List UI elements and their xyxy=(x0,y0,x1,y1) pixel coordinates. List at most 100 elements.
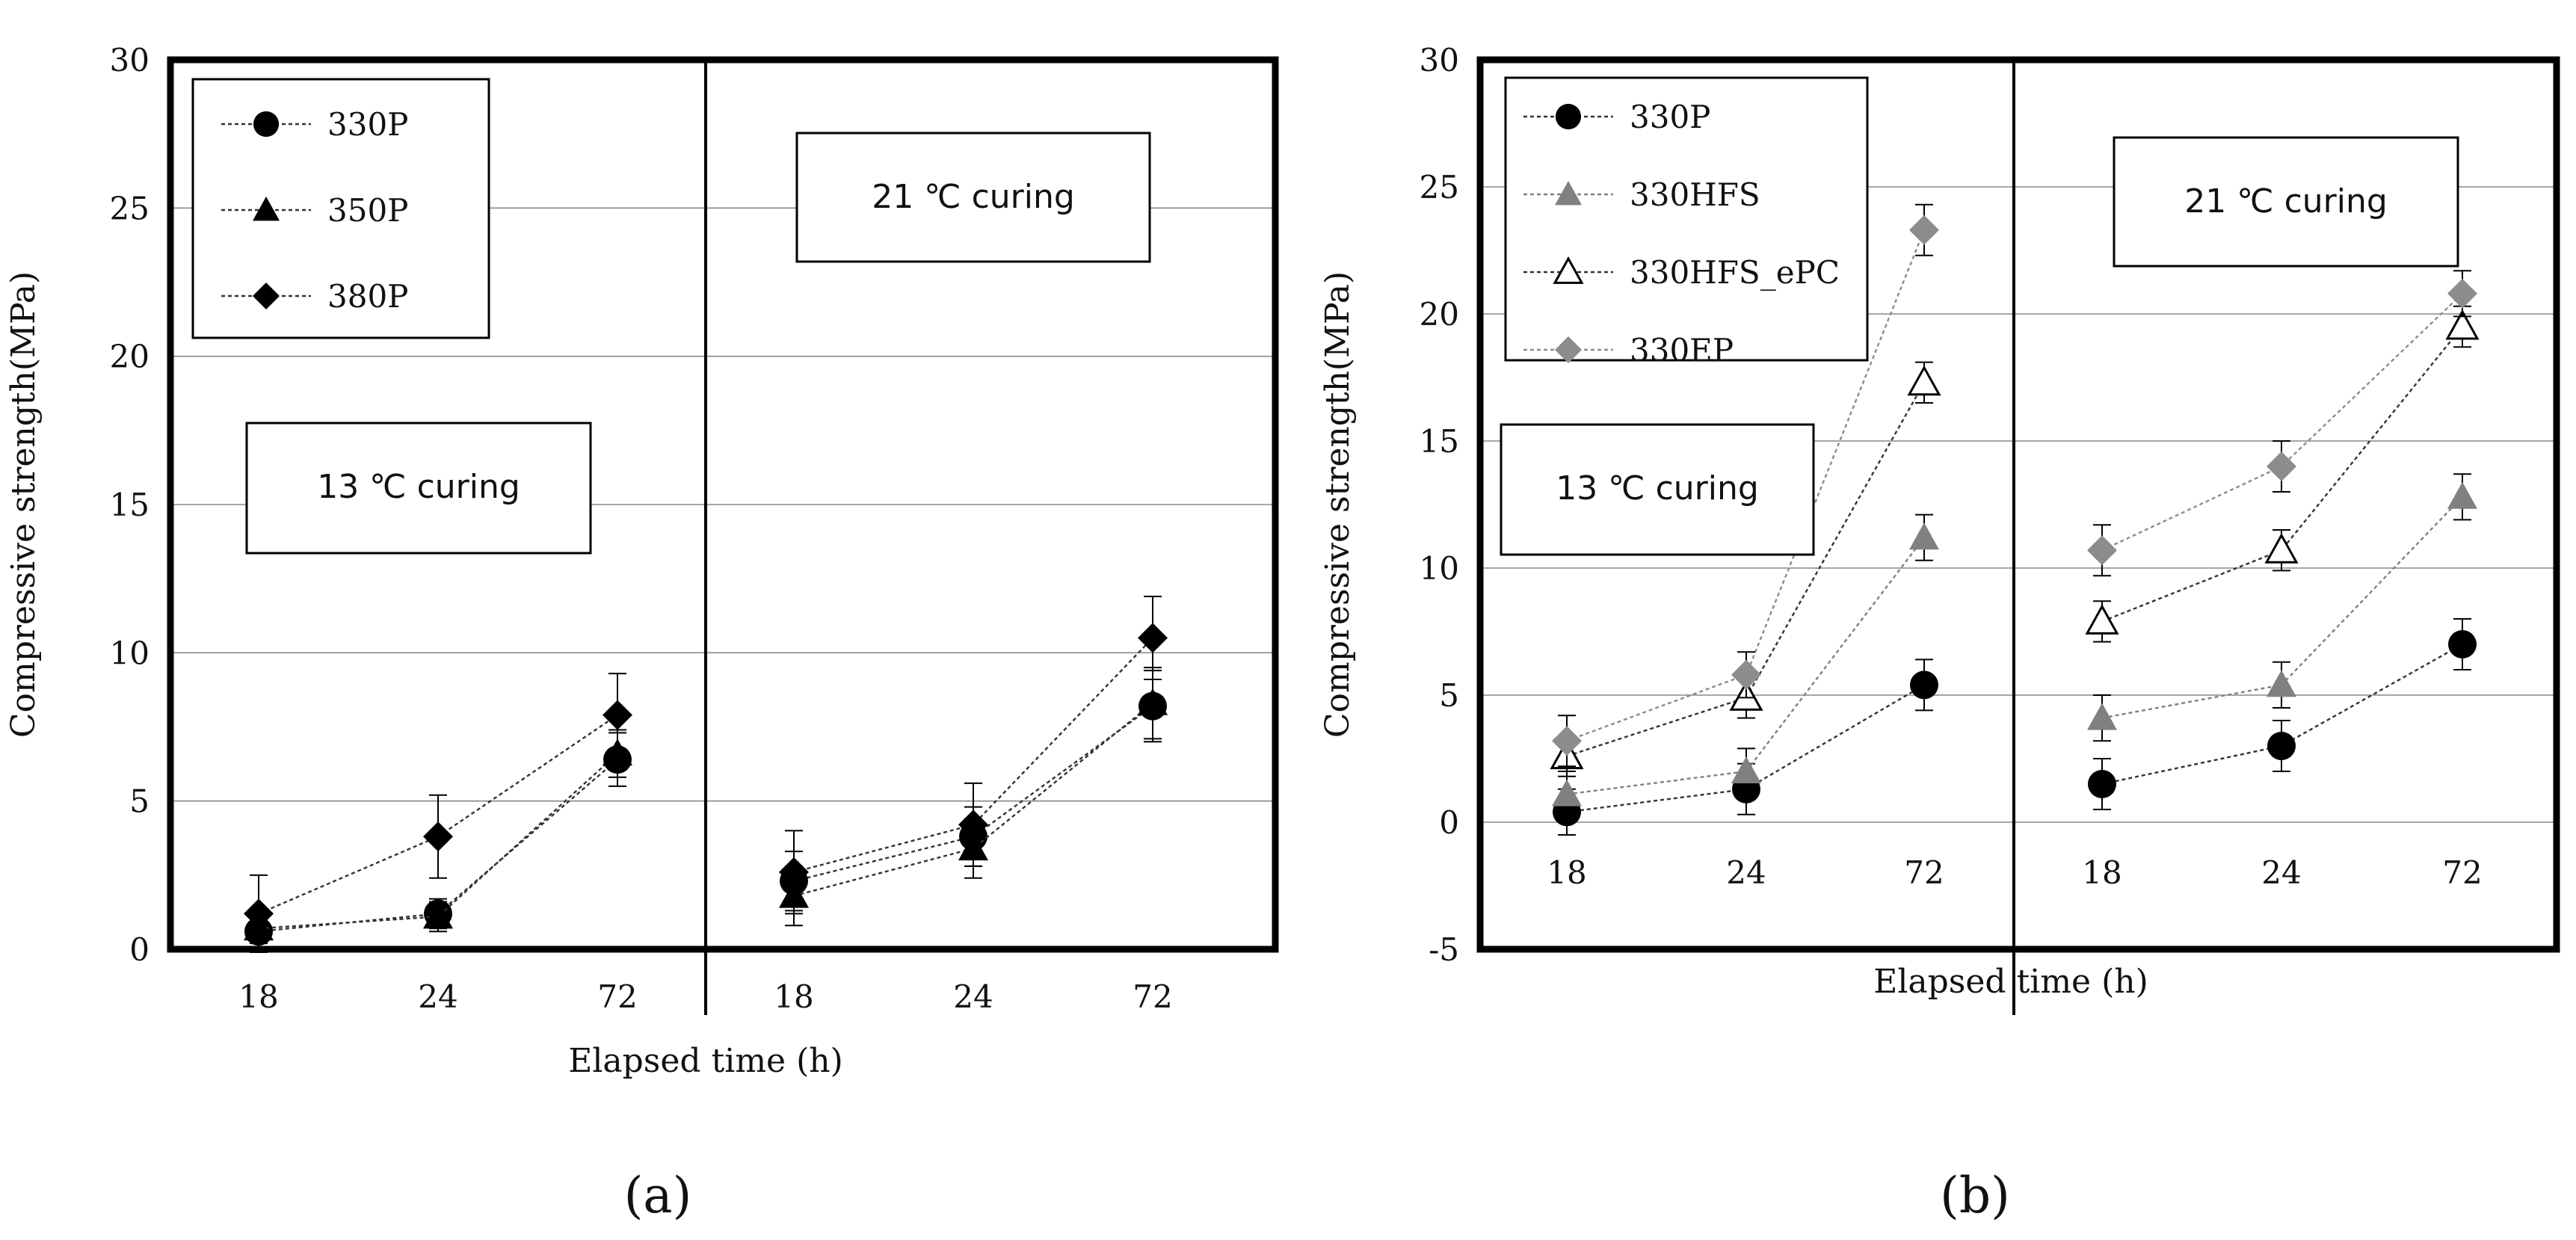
panel-label-b: (b) xyxy=(1940,1167,2010,1224)
y-tick-label: 30 xyxy=(110,42,150,78)
data-point xyxy=(1552,779,1582,806)
data-point xyxy=(958,809,988,840)
legend-item: 330HFS xyxy=(1523,176,1760,213)
y-axis-label-b: Compressive strength(MPa) xyxy=(1319,271,1357,738)
data-point xyxy=(1138,688,1168,715)
data-point xyxy=(1909,522,1939,550)
series-380P xyxy=(244,595,1168,953)
data-point xyxy=(1907,365,1941,396)
plot-frame-b xyxy=(1476,56,2560,953)
x-tick-label: 18 xyxy=(1547,854,1586,891)
x-tick-label: 24 xyxy=(953,978,993,1015)
y-tick-label: 0 xyxy=(1439,804,1459,841)
legend-item: 330P xyxy=(1523,99,1710,135)
x-axis-label-a: Elapsed time (h) xyxy=(568,1042,843,1080)
x-tick-label: 18 xyxy=(238,978,278,1015)
y-tick-label: 15 xyxy=(1420,423,1459,460)
legend-item: 380P xyxy=(221,278,408,315)
annotation-box-21-b xyxy=(2113,136,2459,268)
data-point xyxy=(423,901,453,929)
x-tick-label: 24 xyxy=(418,978,457,1015)
y-tick-label: 0 xyxy=(129,931,150,968)
data-point xyxy=(2447,278,2477,309)
x-tick-label: 24 xyxy=(2261,854,2301,891)
data-point xyxy=(2267,732,2296,760)
series-330EP xyxy=(1552,203,2477,768)
y-ticks-b: -5 0 5 10 15 20 25 30 xyxy=(1420,42,1459,968)
y-tick-label: 20 xyxy=(110,339,150,375)
legend-item: 330P xyxy=(221,106,408,143)
series-b xyxy=(1550,203,2480,836)
data-point xyxy=(423,821,453,852)
panel-b: -5 0 5 10 15 20 25 30 18 24 72 18 24 72 Compressive … xyxy=(1319,42,2560,1224)
data-point xyxy=(2087,535,2117,566)
panel-label-a: (a) xyxy=(624,1167,692,1224)
series-line xyxy=(2101,326,2463,623)
data-point xyxy=(1552,726,1582,756)
annotation-box-13-b xyxy=(1500,423,1815,556)
x-tick-label: 72 xyxy=(597,978,637,1015)
panel-a: 0 5 10 15 20 25 30 18 24 72 18 24 72 Compressive st… xyxy=(4,42,1279,1224)
y-ticks-a: 0 5 10 15 20 25 30 xyxy=(110,42,150,968)
legend-item: 330EP xyxy=(1523,332,1734,368)
series-a xyxy=(244,595,1168,953)
legend-label: 330EP xyxy=(1630,332,1734,368)
data-point xyxy=(2088,770,2116,798)
y-tick-label: 30 xyxy=(1420,42,1459,78)
legend-marker xyxy=(1555,181,1582,206)
x-tick-label: 72 xyxy=(1904,854,1944,891)
annotation-13-curing-b: 13 ℃ curing xyxy=(1556,469,1759,508)
y-tick-label: -5 xyxy=(1429,931,1459,968)
data-point xyxy=(2264,533,2299,564)
legend-marker xyxy=(1553,256,1584,284)
plot-frame-a xyxy=(167,56,1279,953)
legend-marker xyxy=(253,283,280,309)
data-point xyxy=(2447,481,2477,509)
y-tick-label: 5 xyxy=(1439,677,1459,714)
y-tick-label: 25 xyxy=(1420,169,1459,206)
data-point xyxy=(2445,309,2480,340)
legend-label: 330HFS_ePC xyxy=(1630,254,1840,291)
y-axis-label-a: Compressive strength(MPa) xyxy=(4,271,43,738)
legend-marker xyxy=(253,197,280,221)
legend-label: 330P xyxy=(327,106,408,143)
annotation-21-curing-b: 21 ℃ curing xyxy=(2184,182,2388,220)
y-tick-label: 5 xyxy=(129,783,150,820)
x-axis-label-b: Elapsed time (h) xyxy=(1873,963,2148,1001)
annotation-21-curing-a: 21 ℃ curing xyxy=(872,178,1075,216)
data-point xyxy=(1909,215,1939,245)
data-point xyxy=(1731,659,1761,690)
series-line xyxy=(793,637,1153,874)
legend-marker xyxy=(1555,336,1582,363)
legend-item: 350P xyxy=(221,192,408,229)
data-point xyxy=(2267,670,2296,697)
legend-label: 330P xyxy=(1630,99,1710,135)
data-point xyxy=(2085,604,2119,635)
data-point xyxy=(1910,670,1938,700)
annotation-box-21-a xyxy=(795,132,1151,263)
legend-label: 330HFS xyxy=(1630,176,1760,213)
legend-b: 330P 330HFS 330HFS_ePC 330EP xyxy=(1523,99,1840,368)
annotation-box-13-a xyxy=(245,422,592,555)
x-tick-label: 18 xyxy=(774,978,813,1015)
data-point xyxy=(1138,623,1168,653)
x-tick-label: 72 xyxy=(1133,978,1172,1015)
series-line xyxy=(2101,292,2463,552)
x-ticks-a: 18 24 72 18 24 72 xyxy=(238,978,1172,1015)
x-ticks-b: 18 24 72 18 24 72 xyxy=(1547,854,2482,891)
legend-label: 350P xyxy=(327,192,408,229)
series-line xyxy=(258,759,618,933)
data-point xyxy=(779,857,809,887)
series-330HFS xyxy=(1552,473,2477,818)
series-line xyxy=(793,702,1153,897)
series-line xyxy=(1566,684,1925,813)
legend-marker xyxy=(253,111,280,138)
data-point xyxy=(2267,451,2296,481)
legend-box-a xyxy=(191,78,490,339)
x-tick-label: 24 xyxy=(1726,854,1766,891)
y-tick-label: 20 xyxy=(1420,296,1459,333)
y-tick-label: 25 xyxy=(110,190,150,226)
data-point xyxy=(2448,630,2477,658)
legend-label: 380P xyxy=(327,278,408,315)
